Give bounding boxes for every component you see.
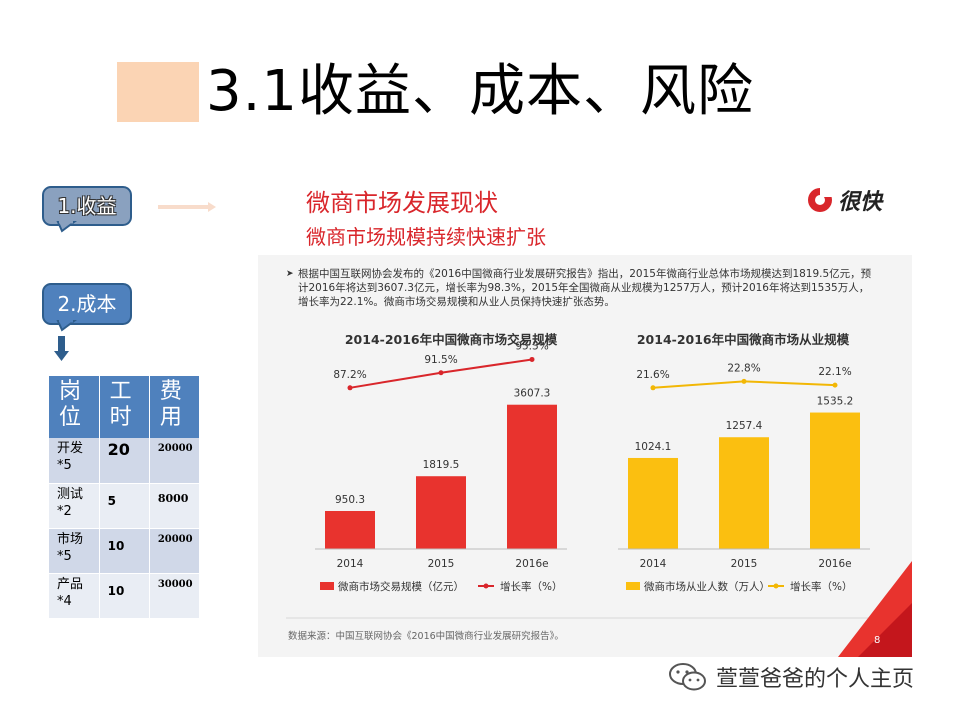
- chart-right: 2014-2016年中国微商市场从业规模 1024.1 2014 1257.4 201…: [618, 332, 870, 593]
- logo-text: 很快: [838, 190, 883, 215]
- growth-value-label: 22.1%: [818, 366, 851, 378]
- legend-line-marker: [483, 583, 489, 589]
- bar-value-label: 1024.1: [635, 441, 672, 453]
- arrow-right-icon: [158, 202, 216, 212]
- cell-fee: 20000: [149, 438, 201, 484]
- slide-title: 3.1收益、成本、风险: [206, 59, 755, 124]
- panel-description: ➤ 根据中国互联网协会发布的《2016中国微商行业发展研究报告》指出，2015年…: [286, 267, 878, 309]
- chart-left-title: 2014-2016年中国微商市场交易规模: [345, 332, 558, 347]
- bar-value-label: 1819.5: [423, 459, 460, 471]
- legend-bar-label: 微商市场从业人数（万人）: [644, 580, 770, 593]
- growth-value-label: 21.6%: [636, 369, 669, 381]
- cell-hours: 10: [99, 573, 150, 619]
- x-tick-label: 2015: [428, 558, 455, 570]
- callout-revenue-label: 1.收益: [57, 194, 117, 218]
- growth-value-label: 95.3%: [515, 340, 548, 352]
- cost-table: 岗位 工时 费用 开发 *5 20 20000 测试 *2 5 8000 市场 *5 …: [49, 376, 201, 619]
- chart-left: 2014-2016年中国微商市场交易规模 950.3 2014 1819.5 2015…: [315, 332, 567, 593]
- callout-cost-label: 2.成本: [57, 292, 117, 316]
- cell-role: 产品 *4: [49, 573, 100, 619]
- panel-subtitle: 微商市场规模持续快速扩张: [306, 225, 546, 249]
- header-role: 岗位: [49, 376, 100, 438]
- legend-bar-swatch: [626, 582, 640, 590]
- x-tick-label: 2016e: [515, 558, 548, 570]
- panel-background: [258, 255, 912, 657]
- logo-mark-icon: [808, 188, 833, 212]
- growth-value-label: 91.5%: [424, 354, 457, 366]
- x-tick-label: 2016e: [818, 558, 851, 570]
- growth-point: [741, 378, 747, 384]
- panel-page-number: 8: [874, 635, 881, 646]
- panel-title: 微商市场发展现状: [306, 189, 498, 217]
- legend-line-label: 增长率（%）: [790, 580, 852, 593]
- corner-decoration-dark: [858, 603, 912, 657]
- bar: [719, 437, 769, 549]
- table-row: 市场 *5 10 20000: [49, 528, 201, 574]
- charts-canvas: 2014-2016年中国微商市场交易规模 950.3 2014 1819.5 2015…: [286, 332, 912, 657]
- bar-value-label: 1535.2: [817, 396, 854, 408]
- callout-tail-icon: [56, 220, 77, 233]
- report-panel: 微商市场发展现状 微商市场规模持续快速扩张 很快 ➤ 根据中国互联网协会发布的《…: [258, 163, 912, 657]
- x-tick-label: 2014: [640, 558, 667, 570]
- x-tick-label: 2014: [337, 558, 364, 570]
- legend-bar-label: 微商市场交易规模（亿元）: [338, 580, 464, 593]
- cell-fee: 8000: [149, 483, 201, 529]
- table-row: 产品 *4 10 30000: [49, 573, 201, 619]
- growth-point: [832, 382, 838, 388]
- cell-fee: 30000: [149, 573, 201, 619]
- growth-value-label: 87.2%: [333, 369, 366, 381]
- callout-revenue[interactable]: 1.收益: [42, 186, 132, 233]
- growth-point: [529, 356, 535, 362]
- bar-value-label: 3607.3: [514, 388, 551, 400]
- table-row: 开发 *5 20 20000: [49, 438, 201, 484]
- brand-logo: 很快: [806, 185, 882, 215]
- header-fee: 费用: [149, 376, 201, 438]
- growth-point: [438, 370, 444, 376]
- bar: [507, 404, 557, 549]
- header-hours: 工时: [99, 376, 150, 438]
- cell-hours: 10: [99, 528, 150, 574]
- table-row: 测试 *2 5 8000: [49, 483, 201, 529]
- growth-point: [650, 385, 656, 391]
- arrow-down-icon: [54, 336, 69, 361]
- bar-value-label: 1257.4: [726, 420, 763, 432]
- callout-cost[interactable]: 2.成本: [42, 283, 132, 332]
- bar: [628, 457, 678, 549]
- legend-line-label: 增长率（%）: [500, 580, 562, 593]
- watermark-text: 萱萱爸爸的个人主页: [716, 667, 915, 692]
- bar: [810, 412, 860, 549]
- x-tick-label: 2015: [731, 558, 758, 570]
- description-text: 根据中国互联网协会发布的《2016中国微商行业发展研究报告》指出，2015年微商…: [298, 268, 872, 308]
- growth-value-label: 22.8%: [727, 362, 760, 374]
- cost-table-header: 岗位 工时 费用: [49, 376, 201, 438]
- bar-value-label: 950.3: [335, 494, 365, 506]
- legend-line-marker: [773, 583, 779, 589]
- cell-fee: 20000: [149, 528, 201, 574]
- wechat-watermark: 萱萱爸爸的个人主页: [668, 660, 914, 694]
- bullet-arrow-icon: ➤: [286, 269, 294, 279]
- panel-source: 数据来源：中国互联网协会《2016中国微商行业发展研究报告》。: [288, 631, 564, 642]
- cell-hours: 20: [99, 438, 150, 484]
- cell-hours: 5: [99, 483, 150, 529]
- callout-tail-icon: [56, 319, 77, 332]
- cell-role: 市场 *5: [49, 528, 100, 574]
- cell-role: 测试 *2: [49, 483, 100, 529]
- bar: [416, 476, 466, 549]
- chart-right-title: 2014-2016年中国微商市场从业规模: [637, 332, 850, 347]
- legend-bar-swatch: [320, 582, 334, 590]
- growth-point: [347, 385, 353, 391]
- title-accent-block: [117, 62, 199, 122]
- wechat-icon: [669, 663, 706, 691]
- bar: [325, 510, 375, 549]
- cell-role: 开发 *5: [49, 438, 100, 484]
